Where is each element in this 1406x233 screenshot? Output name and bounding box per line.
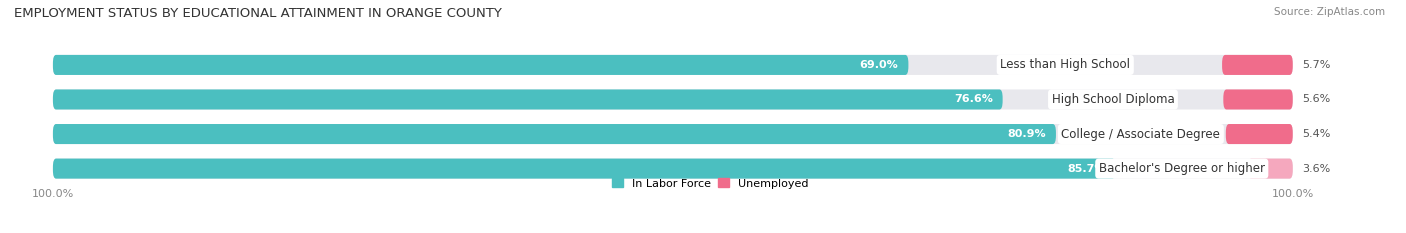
Text: Less than High School: Less than High School — [1000, 58, 1130, 72]
Text: High School Diploma: High School Diploma — [1052, 93, 1174, 106]
Text: 85.7%: 85.7% — [1067, 164, 1105, 174]
Text: 3.6%: 3.6% — [1303, 164, 1331, 174]
Text: 100.0%: 100.0% — [1271, 189, 1313, 199]
FancyBboxPatch shape — [1226, 124, 1292, 144]
FancyBboxPatch shape — [1249, 159, 1292, 179]
Text: 5.7%: 5.7% — [1303, 60, 1331, 70]
FancyBboxPatch shape — [53, 55, 1292, 75]
FancyBboxPatch shape — [53, 55, 908, 75]
Text: 80.9%: 80.9% — [1008, 129, 1046, 139]
FancyBboxPatch shape — [53, 89, 1002, 110]
FancyBboxPatch shape — [1222, 55, 1292, 75]
FancyBboxPatch shape — [53, 124, 1292, 144]
Text: 5.6%: 5.6% — [1303, 95, 1331, 104]
Text: 76.6%: 76.6% — [953, 95, 993, 104]
FancyBboxPatch shape — [53, 159, 1115, 179]
Text: 100.0%: 100.0% — [32, 189, 75, 199]
Text: Bachelor's Degree or higher: Bachelor's Degree or higher — [1098, 162, 1265, 175]
Text: College / Associate Degree: College / Associate Degree — [1062, 127, 1220, 140]
Text: EMPLOYMENT STATUS BY EDUCATIONAL ATTAINMENT IN ORANGE COUNTY: EMPLOYMENT STATUS BY EDUCATIONAL ATTAINM… — [14, 7, 502, 20]
Text: 5.4%: 5.4% — [1303, 129, 1331, 139]
FancyBboxPatch shape — [53, 159, 1292, 179]
FancyBboxPatch shape — [53, 89, 1292, 110]
Legend: In Labor Force, Unemployed: In Labor Force, Unemployed — [612, 178, 808, 188]
Text: Source: ZipAtlas.com: Source: ZipAtlas.com — [1274, 7, 1385, 17]
Text: 69.0%: 69.0% — [859, 60, 898, 70]
FancyBboxPatch shape — [53, 124, 1056, 144]
FancyBboxPatch shape — [1223, 89, 1292, 110]
